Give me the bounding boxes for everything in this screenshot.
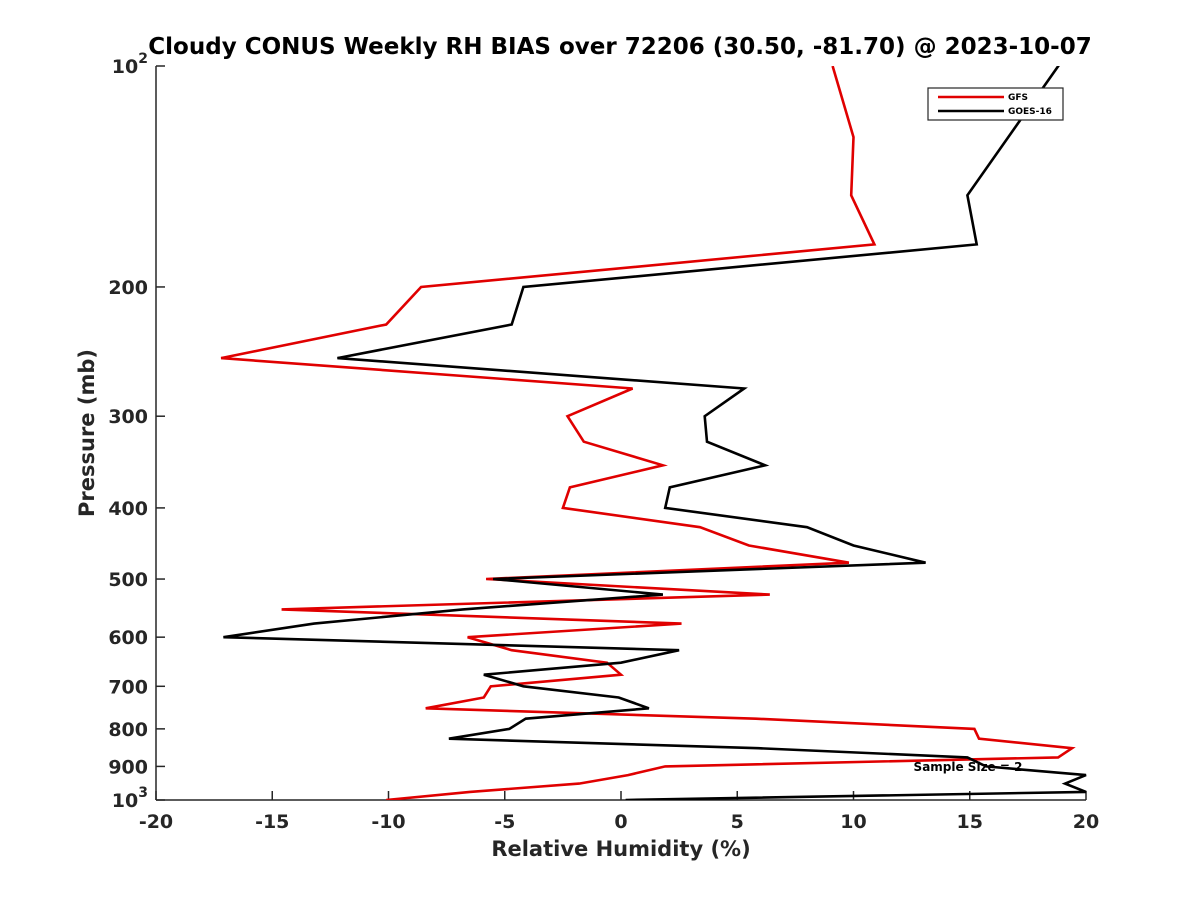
x-tick-label: -5: [494, 811, 515, 833]
y-tick-label-base: 10: [112, 790, 138, 812]
x-tick-label: -10: [371, 811, 405, 833]
plot-area: [155, 66, 1086, 801]
x-tick-label: 15: [957, 811, 983, 833]
x-tick-label: -20: [139, 811, 173, 833]
y-axis-label: Pressure (mb): [75, 349, 99, 517]
series-line-goes16: [223, 66, 1087, 800]
x-tick-label: -15: [255, 811, 289, 833]
legend-box: [927, 87, 1064, 121]
y-tick-label: 103: [112, 785, 148, 812]
y-tick-label-exponent: 2: [138, 51, 148, 67]
x-axis-label: Relative Humidity (%): [491, 837, 750, 861]
y-tick-label-exponent: 3: [138, 785, 148, 801]
y-tick-label: 300: [108, 406, 148, 428]
x-tick-label: 10: [840, 811, 866, 833]
x-ticks: -20 -15 -10 -5 0 5 10 15 20: [139, 791, 1099, 833]
x-tick-label: 5: [731, 811, 744, 833]
series-line-gfs: [220, 66, 1076, 800]
y-tick-label: 600: [108, 627, 148, 649]
y-tick-label: 200: [108, 277, 148, 299]
x-tick-label: 20: [1073, 811, 1099, 833]
legend: GFS GOES-16: [927, 87, 1064, 121]
series-lines: [220, 66, 1087, 800]
y-tick-label: 900: [108, 756, 148, 778]
y-tick-label: 500: [108, 569, 148, 591]
x-tick-label: 0: [614, 811, 627, 833]
y-tick-label: 400: [108, 498, 148, 520]
y-tick-label-base: 10: [112, 56, 138, 78]
chart-title: Cloudy CONUS Weekly RH BIAS over 72206 (…: [148, 34, 1091, 60]
y-tick-label: 102: [112, 51, 148, 78]
legend-label-gfs: GFS: [1008, 93, 1028, 103]
y-tick-label: 800: [108, 719, 148, 741]
y-tick-label: 700: [108, 676, 148, 698]
legend-label-goes16: GOES-16: [1008, 107, 1052, 117]
sample-size-annotation: Sample Size = 2: [914, 760, 1023, 774]
